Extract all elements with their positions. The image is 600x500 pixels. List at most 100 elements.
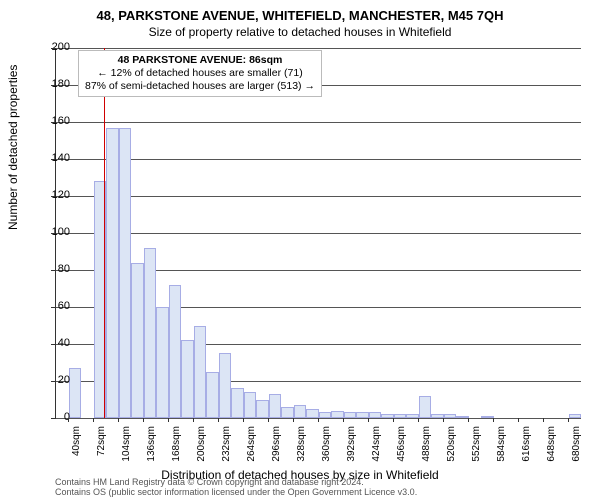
y-tick-label: 180 <box>30 78 70 90</box>
y-tick-mark <box>51 233 55 234</box>
annotation-line1: 48 PARKSTONE AVENUE: 86sqm <box>85 54 315 67</box>
annotation-line3: 87% of semi-detached houses are larger (… <box>85 80 315 93</box>
gridline-h <box>56 196 581 197</box>
y-tick-mark <box>51 48 55 49</box>
x-tick-label: 136sqm <box>146 426 157 476</box>
gridline-h <box>56 418 581 419</box>
x-tick-label: 552sqm <box>471 426 482 476</box>
x-tick-mark <box>393 418 394 422</box>
x-tick-label: 264sqm <box>246 426 257 476</box>
histogram-bar <box>244 392 257 418</box>
histogram-bar <box>231 388 244 418</box>
x-tick-label: 360sqm <box>321 426 332 476</box>
plot-area <box>55 48 581 419</box>
x-tick-mark <box>568 418 569 422</box>
x-tick-label: 168sqm <box>171 426 182 476</box>
y-tick-label: 80 <box>30 263 70 275</box>
histogram-bar <box>194 326 207 419</box>
histogram-bar <box>69 368 82 418</box>
y-tick-label: 100 <box>30 226 70 238</box>
footer-line2: Contains OS (public sector information l… <box>55 488 417 498</box>
footer-attribution: Contains HM Land Registry data © Crown c… <box>55 478 417 498</box>
y-tick-mark <box>51 418 55 419</box>
x-tick-label: 392sqm <box>346 426 357 476</box>
y-tick-mark <box>51 381 55 382</box>
x-tick-label: 520sqm <box>446 426 457 476</box>
histogram-bar <box>306 409 319 418</box>
x-tick-mark <box>368 418 369 422</box>
gridline-h <box>56 159 581 160</box>
x-tick-mark <box>543 418 544 422</box>
x-tick-mark <box>193 418 194 422</box>
x-tick-mark <box>93 418 94 422</box>
y-tick-mark <box>51 85 55 86</box>
y-tick-mark <box>51 270 55 271</box>
histogram-bar <box>331 411 344 418</box>
marker-line <box>104 48 105 418</box>
histogram-bar <box>219 353 232 418</box>
y-tick-mark <box>51 344 55 345</box>
x-tick-mark <box>493 418 494 422</box>
annotation-line2: ← 12% of detached houses are smaller (71… <box>85 67 315 80</box>
y-tick-mark <box>51 122 55 123</box>
y-tick-mark <box>51 159 55 160</box>
histogram-bar <box>369 412 382 418</box>
histogram-bar <box>206 372 219 418</box>
chart-subtitle: Size of property relative to detached ho… <box>0 23 600 39</box>
histogram-bar <box>256 400 269 419</box>
histogram-bar <box>569 414 582 418</box>
chart-title-address: 48, PARKSTONE AVENUE, WHITEFIELD, MANCHE… <box>0 0 600 23</box>
x-tick-label: 424sqm <box>371 426 382 476</box>
x-tick-label: 488sqm <box>421 426 432 476</box>
y-tick-label: 20 <box>30 374 70 386</box>
y-tick-label: 120 <box>30 189 70 201</box>
histogram-bar <box>281 407 294 418</box>
y-tick-mark <box>51 307 55 308</box>
x-tick-mark <box>243 418 244 422</box>
histogram-bar <box>419 396 432 418</box>
x-tick-mark <box>443 418 444 422</box>
gridline-h <box>56 233 581 234</box>
x-tick-label: 456sqm <box>396 426 407 476</box>
x-tick-label: 200sqm <box>196 426 207 476</box>
gridline-h <box>56 48 581 49</box>
chart-container: 48, PARKSTONE AVENUE, WHITEFIELD, MANCHE… <box>0 0 600 500</box>
histogram-bar <box>106 128 119 418</box>
x-tick-label: 40sqm <box>71 426 82 476</box>
histogram-bar <box>344 412 357 418</box>
x-tick-label: 328sqm <box>296 426 307 476</box>
x-tick-mark <box>468 418 469 422</box>
x-tick-mark <box>268 418 269 422</box>
y-tick-label: 60 <box>30 300 70 312</box>
x-tick-label: 296sqm <box>271 426 282 476</box>
histogram-bar <box>181 340 194 418</box>
y-tick-label: 40 <box>30 337 70 349</box>
x-tick-mark <box>68 418 69 422</box>
y-tick-label: 140 <box>30 152 70 164</box>
histogram-bar <box>144 248 157 418</box>
x-tick-label: 104sqm <box>121 426 132 476</box>
y-tick-label: 0 <box>30 411 70 423</box>
x-tick-label: 616sqm <box>521 426 532 476</box>
y-axis-label: Number of detached properties <box>6 65 20 230</box>
histogram-bar <box>444 414 457 418</box>
histogram-bar <box>294 405 307 418</box>
x-tick-label: 648sqm <box>546 426 557 476</box>
x-tick-mark <box>168 418 169 422</box>
x-tick-label: 232sqm <box>221 426 232 476</box>
x-tick-mark <box>343 418 344 422</box>
histogram-bar <box>119 128 132 418</box>
y-tick-mark <box>51 196 55 197</box>
histogram-bar <box>319 412 332 418</box>
x-tick-mark <box>418 418 419 422</box>
histogram-bar <box>269 394 282 418</box>
x-tick-mark <box>118 418 119 422</box>
x-tick-label: 680sqm <box>571 426 582 476</box>
x-tick-label: 72sqm <box>96 426 107 476</box>
histogram-bar <box>394 414 407 418</box>
gridline-h <box>56 122 581 123</box>
x-tick-mark <box>143 418 144 422</box>
x-tick-mark <box>293 418 294 422</box>
x-tick-mark <box>318 418 319 422</box>
y-tick-label: 200 <box>30 41 70 53</box>
